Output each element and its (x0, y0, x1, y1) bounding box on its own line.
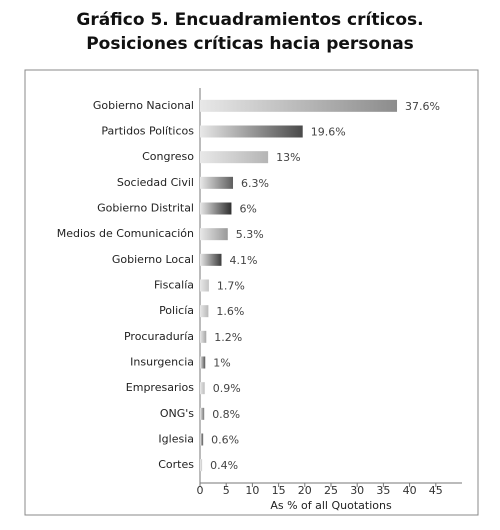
value-label: 1.6% (216, 305, 244, 318)
y-tick-label: Gobierno Distrital (97, 202, 194, 215)
value-label: 1.2% (214, 331, 242, 344)
bar (200, 433, 204, 446)
y-tick-label: Medios de Comunicación (57, 227, 194, 240)
bar (200, 99, 398, 112)
chart-title: Gráfico 5. Encuadramientos críticos. (76, 10, 423, 30)
x-tick-label: 0 (197, 484, 204, 497)
x-tick-label: 5 (223, 484, 230, 497)
y-tick-label: Sociedad Civil (117, 176, 194, 189)
value-label: 6.3% (241, 177, 269, 190)
bar (200, 202, 232, 215)
bar (200, 382, 205, 395)
value-label: 0.4% (210, 459, 238, 472)
y-tick-label: Congreso (142, 150, 194, 163)
y-tick-label: Cortes (158, 458, 194, 471)
y-tick-label: Partidos Políticos (101, 125, 194, 138)
value-label: 13% (276, 151, 300, 164)
x-tick-label: 25 (324, 484, 338, 497)
value-label: 1.7% (217, 280, 245, 293)
value-label: 6% (239, 203, 256, 216)
value-label: 1% (213, 357, 230, 370)
value-label: 37.6% (405, 100, 440, 113)
x-tick-label: 10 (245, 484, 259, 497)
y-tick-label: Iglesia (158, 433, 194, 446)
bar (200, 279, 209, 292)
value-label: 0.8% (212, 408, 240, 421)
chart-title: Posiciones críticas hacia personas (86, 34, 414, 54)
chart-frame (24, 69, 479, 516)
bar (200, 176, 234, 189)
x-tick-label: 30 (350, 484, 364, 497)
bar (200, 407, 205, 420)
y-tick-label: Insurgencia (130, 356, 194, 369)
bar (200, 125, 303, 138)
bar (200, 356, 206, 369)
value-label: 4.1% (229, 254, 257, 267)
y-tick-label: Fiscalía (154, 279, 194, 292)
x-tick-label: 40 (403, 484, 417, 497)
bar (200, 305, 209, 318)
y-tick-label: Policía (159, 304, 194, 317)
bar (200, 228, 228, 241)
value-label: 5.3% (236, 228, 264, 241)
y-tick-label: Gobierno Local (112, 253, 194, 266)
x-tick-label: 35 (376, 484, 390, 497)
bar (200, 151, 269, 164)
x-tick-label: 45 (429, 484, 443, 497)
bar (200, 253, 222, 266)
y-tick-label: ONG's (160, 407, 194, 420)
value-label: 0.9% (213, 382, 241, 395)
x-tick-label: 20 (298, 484, 312, 497)
x-axis-label: As % of all Quotations (270, 499, 392, 512)
y-tick-label: Empresarios (126, 381, 194, 394)
bar (200, 330, 207, 343)
y-tick-label: Procuraduría (124, 330, 194, 343)
bar (200, 459, 203, 472)
y-tick-label: Gobierno Nacional (93, 99, 194, 112)
value-label: 0.6% (211, 434, 239, 447)
x-tick-label: 15 (272, 484, 286, 497)
value-label: 19.6% (311, 126, 346, 139)
